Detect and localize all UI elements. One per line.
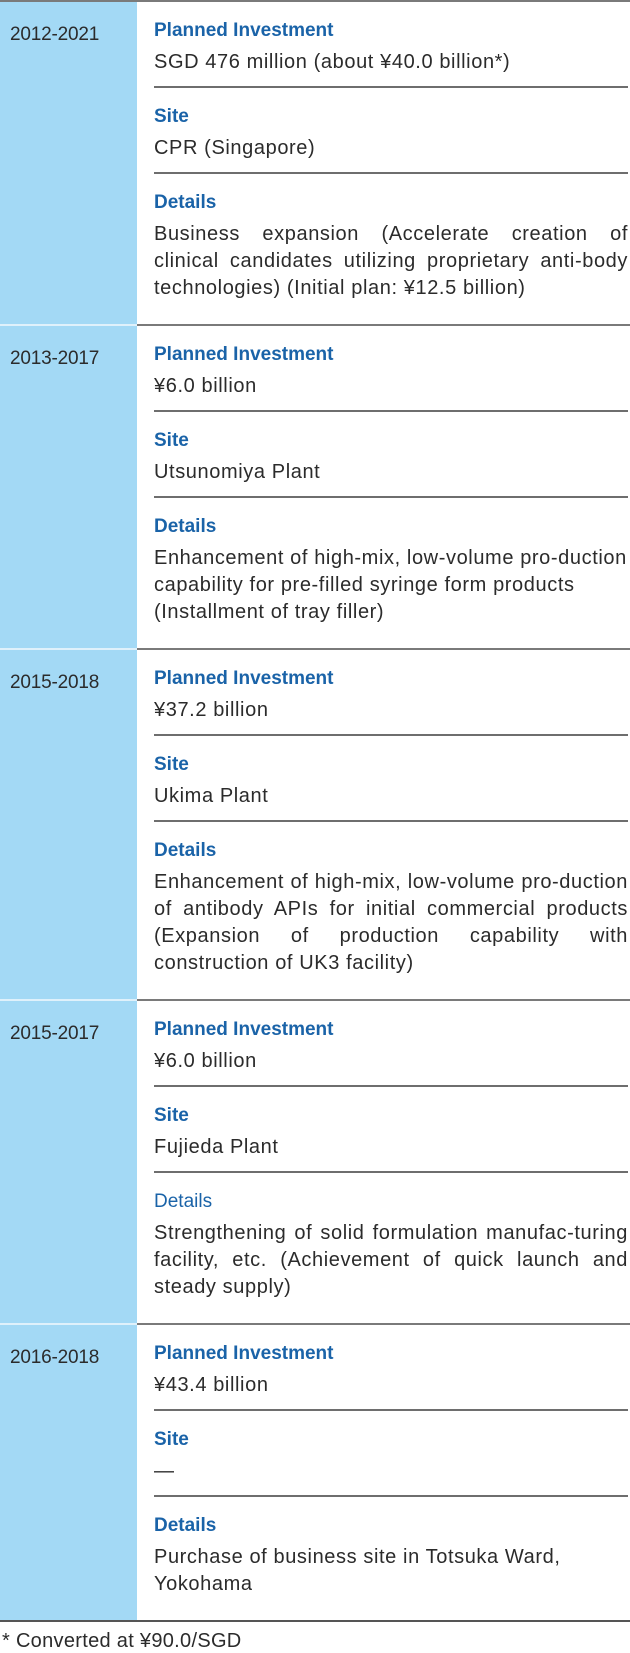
planned-investment-label: Planned Investment [154,1019,334,1040]
site-value: Utsunomiya Plant [154,461,321,483]
planned-investment-label: Planned Investment [154,20,334,41]
details-label: Details [154,516,217,537]
details-field: Details Enhancement of high-mix, low-vol… [154,498,628,648]
site-value: Ukima Plant [154,785,269,807]
planned-investment-field: Planned Investment ¥6.0 billion [154,326,628,412]
site-value: CPR (Singapore) [154,137,316,159]
site-label: Site [154,1105,189,1126]
details-value: Enhancement of high-mix, low-volume pro-… [154,547,627,623]
table-row: 2015-2017 Planned Investment ¥6.0 billio… [0,999,630,1323]
planned-investment-field: Planned Investment ¥43.4 billion [154,1325,628,1411]
footnote: * Converted at ¥90.0/SGD [2,1630,242,1652]
site-field: Site — [154,1411,628,1497]
details-label: Details [154,840,217,861]
planned-investment-value: ¥6.0 billion [154,1050,257,1072]
row-details: Planned Investment SGD 476 million (abou… [137,2,630,324]
row-details: Planned Investment ¥43.4 billion Site — … [137,1325,630,1620]
site-label: Site [154,754,189,775]
site-label: Site [154,430,189,451]
planned-investment-field: Planned Investment ¥37.2 billion [154,650,628,736]
site-label: Site [154,1429,189,1450]
period-cell: 2015-2018 [0,650,137,999]
site-field: Site Ukima Plant [154,736,628,822]
details-value: Strengthening of solid formulation manuf… [154,1222,628,1298]
period-cell: 2015-2017 [0,1001,137,1323]
site-label: Site [154,106,189,127]
planned-investment-value: SGD 476 million (about ¥40.0 billion*) [154,51,511,73]
table-bottom-border [0,1620,630,1622]
planned-investment-value: ¥43.4 billion [154,1374,269,1396]
details-field: Details Purchase of business site in Tot… [154,1497,628,1620]
details-value: Purchase of business site in Totsuka War… [154,1546,561,1595]
period-cell: 2016-2018 [0,1325,137,1620]
site-value: — [154,1460,175,1482]
planned-investment-label: Planned Investment [154,1343,334,1364]
table-row: 2013-2017 Planned Investment ¥6.0 billio… [0,324,630,648]
period-cell: 2013-2017 [0,326,137,648]
planned-investment-field: Planned Investment SGD 476 million (abou… [154,2,628,88]
period-cell: 2012-2021 [0,2,137,324]
site-field: Site Fujieda Plant [154,1087,628,1173]
site-field: Site CPR (Singapore) [154,88,628,174]
details-field: Details Business expansion (Accelerate c… [154,174,628,324]
planned-investment-value: ¥6.0 billion [154,375,257,397]
planned-investment-label: Planned Investment [154,344,334,365]
details-label: Details [154,1515,217,1536]
site-field: Site Utsunomiya Plant [154,412,628,498]
site-value: Fujieda Plant [154,1136,279,1158]
planned-investment-field: Planned Investment ¥6.0 billion [154,1001,628,1087]
details-label: Details [154,1191,213,1212]
table-row: 2012-2021 Planned Investment SGD 476 mil… [0,2,630,324]
row-details: Planned Investment ¥6.0 billion Site Fuj… [137,1001,630,1323]
details-field: Details Strengthening of solid formulati… [154,1173,628,1323]
details-field: Details Enhancement of high-mix, low-vol… [154,822,628,999]
planned-investment-value: ¥37.2 billion [154,699,269,721]
details-value: Business expansion (Accelerate creation … [154,223,628,299]
planned-investment-label: Planned Investment [154,668,334,689]
details-label: Details [154,192,217,213]
row-details: Planned Investment ¥6.0 billion Site Uts… [137,326,630,648]
details-value: Enhancement of high-mix, low-volume pro-… [154,871,628,974]
table-row: 2016-2018 Planned Investment ¥43.4 billi… [0,1323,630,1620]
table-row: 2015-2018 Planned Investment ¥37.2 billi… [0,648,630,999]
row-details: Planned Investment ¥37.2 billion Site Uk… [137,650,630,999]
